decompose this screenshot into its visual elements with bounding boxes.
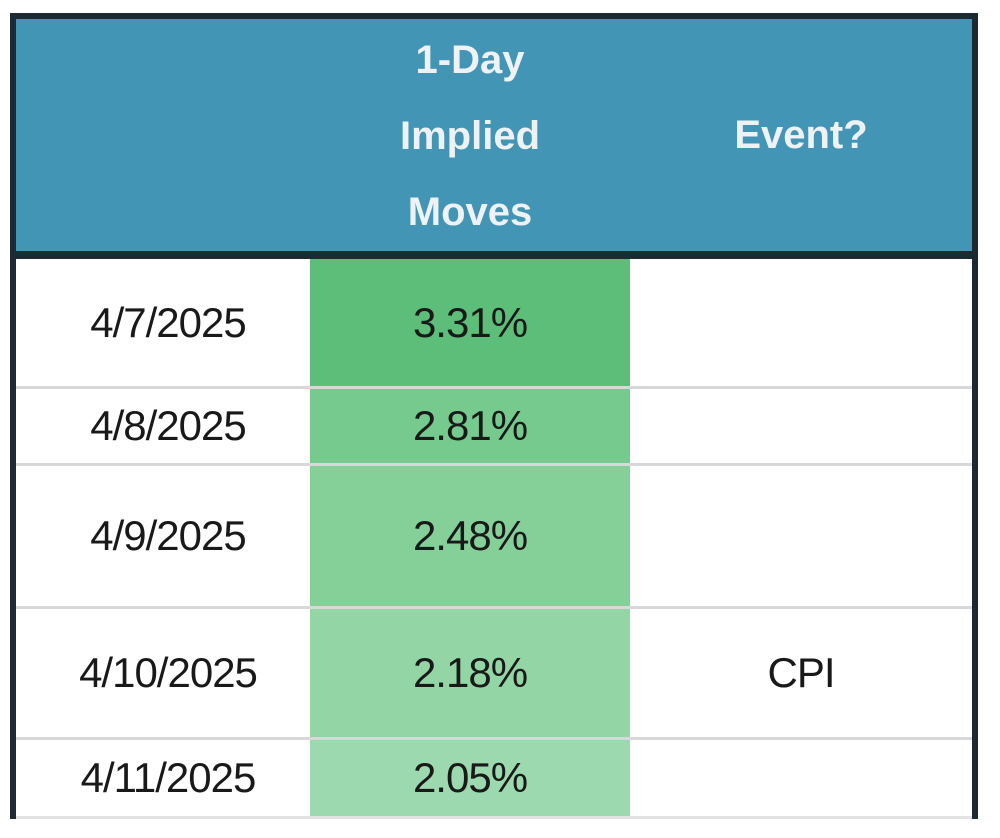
date-cell: 4/10/2025 — [79, 649, 258, 696]
table-row: 4/8/2025 2.81% — [16, 386, 972, 463]
implied-moves-table: 1-Day Implied Moves Event? 4/7/2025 3.31… — [10, 13, 978, 819]
implied-move-cell: 2.48% — [310, 466, 630, 606]
implied-move-cell: 2.18% — [310, 609, 630, 737]
event-cell — [630, 389, 972, 463]
table-row: 4/9/2025 2.48% — [16, 463, 972, 606]
header-date-cell — [16, 19, 310, 251]
date-cell: 4/8/2025 — [90, 402, 247, 449]
header-event-cell: Event? — [630, 19, 972, 251]
implied-move-cell: 2.81% — [310, 389, 630, 463]
table-row: 4/7/2025 3.31% — [16, 259, 972, 386]
header-line-1: 1-Day — [415, 38, 525, 82]
date-cell: 4/11/2025 — [80, 754, 257, 801]
table-row: 4/10/2025 2.18% CPI — [16, 606, 972, 737]
event-cell — [630, 466, 972, 606]
event-cell: CPI — [767, 649, 835, 696]
implied-move-cell: 3.31% — [310, 259, 630, 386]
header-line-3: Moves — [407, 190, 533, 234]
header-implied-moves-cell: 1-Day Implied Moves — [310, 19, 630, 251]
header-implied-moves-label: 1-Day Implied Moves — [400, 20, 540, 250]
event-cell — [630, 259, 972, 386]
table-header-row: 1-Day Implied Moves Event? — [16, 19, 972, 259]
date-cell: 4/7/2025 — [90, 298, 247, 346]
event-cell — [630, 740, 972, 816]
implied-move-cell: 2.05% — [310, 740, 630, 816]
header-event-label: Event? — [734, 112, 868, 157]
date-cell: 4/9/2025 — [90, 512, 247, 559]
header-line-2: Implied — [399, 114, 541, 158]
table-row: 4/11/2025 2.05% — [16, 737, 972, 819]
